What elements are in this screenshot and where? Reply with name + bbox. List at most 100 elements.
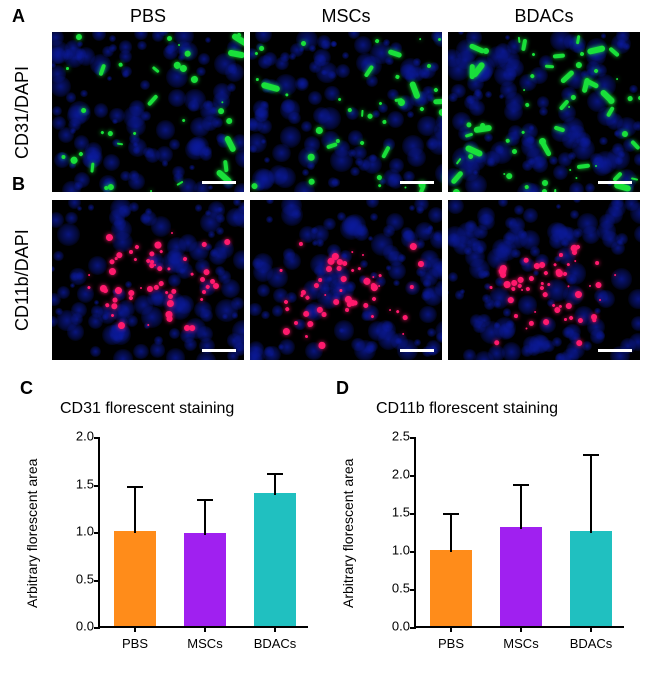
- dapi-speck: [297, 78, 308, 89]
- dapi-speck: [504, 102, 523, 121]
- signal-speck: [361, 110, 364, 117]
- dapi-speck: [275, 57, 289, 71]
- dapi-speck: [250, 133, 267, 153]
- dapi-speck: [195, 204, 203, 212]
- y-tick: [94, 532, 100, 534]
- signal-speck: [504, 172, 512, 180]
- dapi-speck: [301, 121, 312, 132]
- signal-speck: [362, 254, 365, 257]
- signal-speck: [134, 258, 138, 262]
- signal-speck: [88, 274, 91, 277]
- dapi-speck: [334, 320, 354, 340]
- dapi-speck: [217, 207, 222, 212]
- signal-speck: [305, 335, 308, 338]
- dapi-speck: [107, 76, 112, 81]
- dapi-speck: [523, 208, 538, 223]
- chart-panel: DCD11b florescent stainingArbitrary flor…: [336, 378, 644, 678]
- dapi-speck: [140, 80, 150, 90]
- dapi-speck: [547, 222, 567, 242]
- dapi-speck: [469, 100, 485, 116]
- signal-speck: [542, 180, 548, 186]
- signal-speck: [149, 251, 154, 256]
- x-tick-label: MSCs: [187, 636, 222, 651]
- dapi-speck: [279, 339, 295, 355]
- dapi-speck: [631, 316, 640, 331]
- dapi-speck: [407, 111, 415, 119]
- x-tick: [450, 626, 452, 632]
- y-tick: [410, 551, 416, 553]
- dapi-speck: [187, 137, 206, 156]
- dapi-speck: [327, 276, 333, 282]
- signal-speck: [377, 184, 381, 188]
- signal-speck: [588, 284, 591, 287]
- error-bar: [274, 474, 276, 495]
- signal-speck: [146, 93, 158, 106]
- bar: [114, 531, 156, 626]
- y-tick-label: 2.0: [392, 467, 410, 482]
- chart-title: CD11b florescent staining: [376, 400, 558, 418]
- dapi-speck: [522, 160, 533, 171]
- dapi-speck: [90, 346, 101, 357]
- dapi-speck: [455, 290, 465, 300]
- signal-speck: [580, 51, 585, 56]
- scale-bar: [202, 181, 236, 184]
- dapi-speck: [250, 303, 262, 316]
- dapi-speck: [267, 267, 287, 287]
- dapi-speck: [402, 135, 424, 157]
- dapi-speck: [419, 306, 437, 324]
- signal-speck: [258, 45, 265, 52]
- signal-speck: [514, 313, 518, 317]
- bar: [184, 533, 226, 626]
- dapi-speck: [165, 45, 174, 54]
- dapi-speck: [495, 145, 504, 154]
- dapi-speck: [76, 48, 86, 58]
- signal-speck: [158, 280, 164, 286]
- dapi-speck: [119, 50, 132, 63]
- dapi-speck: [605, 206, 623, 224]
- microscopy-image: [250, 32, 442, 192]
- x-tick-label: PBS: [122, 636, 148, 651]
- y-axis-label: Arbitrary florescent area: [340, 448, 356, 618]
- error-cap: [267, 473, 283, 475]
- signal-speck: [511, 287, 516, 292]
- dapi-speck: [385, 57, 394, 66]
- x-tick-label: PBS: [438, 636, 464, 651]
- signal-speck: [99, 284, 107, 292]
- dapi-speck: [52, 266, 55, 273]
- signal-speck: [529, 321, 534, 326]
- microscopy-image: [448, 32, 640, 192]
- signal-speck: [525, 327, 528, 330]
- signal-speck: [308, 178, 315, 185]
- scale-bar: [202, 349, 236, 352]
- y-tick: [94, 580, 100, 582]
- dapi-speck: [555, 353, 564, 360]
- column-header: MSCs: [250, 6, 442, 27]
- error-cap: [127, 486, 143, 488]
- dapi-speck: [94, 300, 99, 305]
- signal-speck: [191, 273, 194, 276]
- x-tick: [274, 626, 276, 632]
- dapi-speck: [629, 85, 637, 93]
- dapi-speck: [102, 314, 109, 321]
- signal-speck: [517, 276, 525, 284]
- dapi-speck: [585, 183, 595, 192]
- dapi-speck: [321, 70, 327, 76]
- dapi-speck: [128, 173, 145, 190]
- signal-speck: [545, 65, 554, 69]
- dapi-speck: [398, 254, 405, 261]
- signal-speck: [381, 145, 391, 159]
- signal-speck: [76, 34, 82, 40]
- dapi-speck: [227, 83, 236, 92]
- dapi-speck: [458, 32, 464, 35]
- dapi-speck: [169, 328, 180, 339]
- signal-speck: [520, 288, 523, 291]
- dapi-speck: [52, 106, 62, 117]
- dapi-speck: [409, 205, 415, 211]
- signal-speck: [389, 308, 391, 310]
- dapi-speck: [498, 200, 507, 207]
- dapi-speck: [154, 336, 163, 345]
- signal-speck: [168, 293, 174, 299]
- dapi-speck: [499, 94, 504, 99]
- signal-speck: [595, 281, 603, 289]
- signal-speck: [577, 163, 590, 169]
